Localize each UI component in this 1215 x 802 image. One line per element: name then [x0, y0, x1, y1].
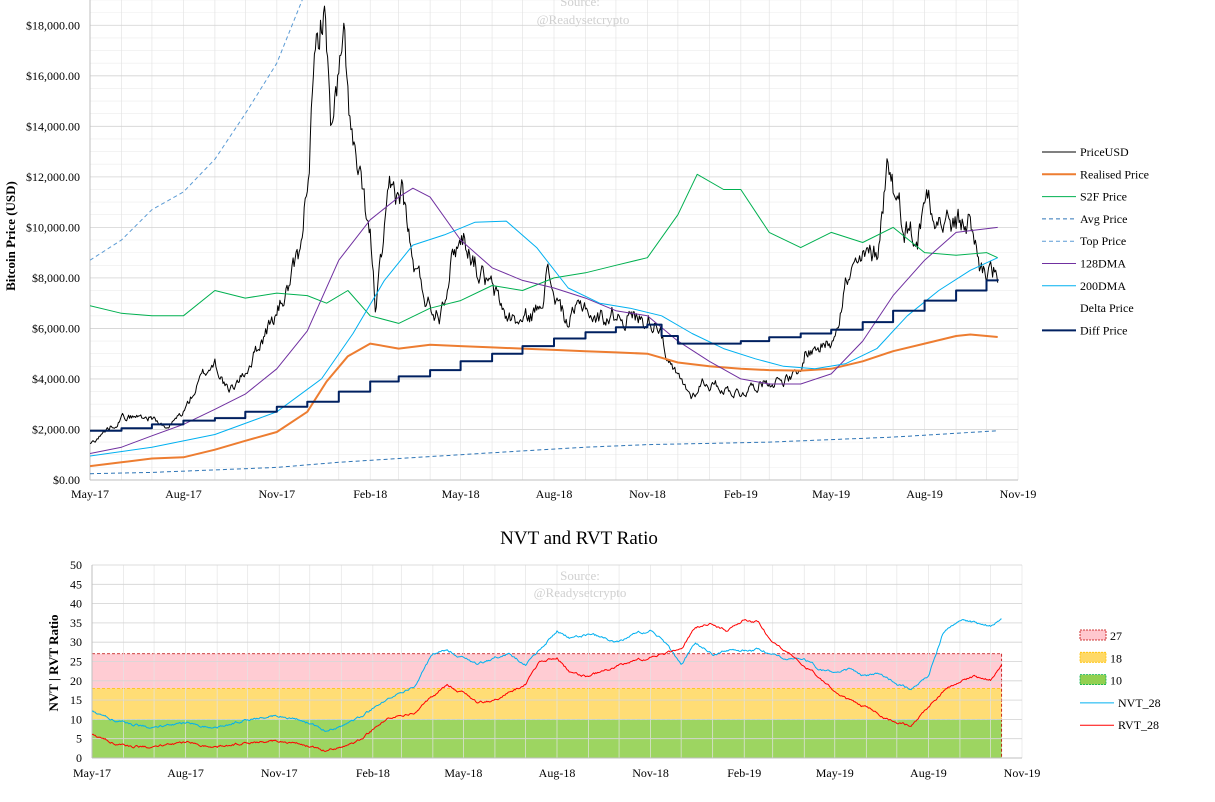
x-tick-label: Aug-17	[167, 766, 204, 780]
y-tick-label: 50	[70, 558, 82, 572]
price-chart: Source: @Readysetcrypto $0.00 $2,000.00 $4…	[3, 0, 1149, 501]
series-line-s2f-price	[90, 173, 998, 324]
y-tick-label: 30	[70, 635, 82, 649]
y-tick-label: 20	[70, 674, 82, 688]
x-tick-label: Nov-17	[261, 766, 298, 780]
y-tick-label: $6,000.00	[32, 321, 80, 335]
legend-label-rvt-28: RVT_28	[1118, 718, 1159, 732]
band-27	[92, 653, 1002, 689]
nvt-gridlines	[91, 564, 1023, 759]
band-18	[92, 688, 1002, 720]
nvt-watermark-line1: Source:	[560, 568, 600, 583]
y-tick-label: $8,000.00	[32, 271, 80, 285]
x-tick-label: Nov-18	[629, 487, 666, 501]
series-line-128dma	[90, 187, 998, 454]
x-tick-label: Feb-19	[727, 766, 761, 780]
legend-label-diff-price: Diff Price	[1080, 323, 1127, 337]
x-tick-label: Aug-19	[910, 766, 947, 780]
x-tick-label: May-19	[812, 487, 850, 501]
price-x-tick-labels: May-17 Aug-17 Nov-17 Feb-18 May-18 Aug-18 Nov-…	[71, 487, 1036, 501]
price-legend: PriceUSD Realised Price S2F Price Avg Price…	[1042, 145, 1149, 337]
nvt-chart-title: NVT and RVT Ratio	[500, 528, 658, 549]
series-line-200dma	[90, 220, 998, 457]
series-line-rvt-28	[92, 619, 1002, 752]
x-tick-label: Aug-19	[906, 487, 943, 501]
x-tick-label: Feb-18	[353, 487, 387, 501]
x-tick-label: Feb-19	[724, 487, 758, 501]
series-line-realised-price	[90, 333, 998, 468]
nvt-watermark: Source: @Readysetcrypto	[534, 568, 627, 600]
y-tick-label: $14,000.00	[26, 119, 80, 133]
x-tick-label: Aug-17	[165, 487, 202, 501]
series-line-priceusd	[90, 5, 999, 445]
legend-label-top-price: Top Price	[1080, 234, 1126, 248]
y-tick-label: 10	[70, 712, 82, 726]
legend-label-10: 10	[1110, 674, 1122, 688]
y-tick-label: $4,000.00	[32, 372, 80, 386]
x-tick-label: May-17	[71, 487, 109, 501]
x-tick-label: Nov-19	[1000, 487, 1037, 501]
y-tick-label: $10,000.00	[26, 220, 80, 234]
series-line-avg-price	[90, 430, 998, 475]
y-tick-label: 40	[70, 597, 82, 611]
y-tick-label: 15	[70, 693, 82, 707]
series-line-diff-price	[90, 279, 999, 432]
x-tick-label: Nov-19	[1004, 766, 1041, 780]
y-tick-label: $0.00	[53, 473, 80, 487]
series-line-nvt-28	[92, 618, 1002, 732]
nvt-chart: NVT and RVT Ratio Source: @Readysetcrypt…	[46, 528, 1161, 780]
x-tick-label: Nov-17	[258, 487, 295, 501]
x-tick-label: May-17	[73, 766, 111, 780]
price-watermark-line1: Source:	[560, 0, 600, 9]
x-tick-label: Nov-18	[632, 766, 669, 780]
nvt-legend: 27 18 10 NVT_28 RVT_28	[1079, 629, 1161, 732]
legend-swatch-10	[1079, 674, 1107, 685]
x-tick-label: Aug-18	[539, 766, 576, 780]
legend-label-27: 27	[1110, 629, 1122, 643]
y-tick-label: $18,000.00	[26, 18, 80, 32]
series-line-top-price	[90, 0, 303, 261]
legend-label-nvt-28: NVT_28	[1118, 696, 1161, 710]
legend-label-200dma: 200DMA	[1080, 279, 1126, 293]
nvt-y-tick-labels: 0 5 10 15 20 25 30 35 40 45 50	[70, 558, 82, 765]
nvt-watermark-line2: @Readysetcrypto	[534, 585, 627, 600]
y-tick-label: 5	[76, 732, 82, 746]
y-tick-label: 25	[70, 655, 82, 669]
legend-label-realised-price: Realised Price	[1080, 167, 1149, 181]
legend-label-s2f-price: S2F Price	[1080, 190, 1127, 204]
price-watermark: Source: @Readysetcrypto	[537, 0, 630, 27]
legend-label-18: 18	[1110, 651, 1122, 665]
price-y-axis-label: Bitcoin Price (USD)	[3, 181, 18, 291]
legend-swatch-18	[1079, 651, 1107, 663]
y-tick-label: 45	[70, 577, 82, 591]
x-tick-label: May-18	[444, 766, 482, 780]
price-series	[90, 0, 999, 475]
y-tick-label: 0	[76, 751, 82, 765]
y-tick-label: $16,000.00	[26, 69, 80, 83]
nvt-y-axis-label: NVT | RVT Ratio	[46, 615, 61, 712]
y-tick-label: $12,000.00	[26, 170, 80, 184]
nvt-x-tick-labels: May-17 Aug-17 Nov-17 Feb-18 May-18 Aug-18 Nov-…	[73, 766, 1040, 780]
x-tick-label: May-18	[442, 487, 480, 501]
legend-label-avg-price: Avg Price	[1080, 212, 1127, 226]
y-tick-label: $2,000.00	[32, 422, 80, 436]
nvt-series	[92, 618, 1002, 752]
x-tick-label: Aug-18	[536, 487, 573, 501]
legend-swatch-27	[1079, 629, 1107, 641]
x-tick-label: May-19	[816, 766, 854, 780]
price-y-tick-labels: $0.00 $2,000.00 $4,000.00 $6,000.00 $8,000.0…	[26, 18, 80, 487]
x-tick-label: Feb-18	[356, 766, 390, 780]
legend-label-priceusd: PriceUSD	[1080, 145, 1129, 159]
legend-label-128dma: 128DMA	[1080, 257, 1126, 271]
price-gridlines	[89, 0, 1019, 481]
legend-label-delta-price: Delta Price	[1080, 301, 1134, 315]
y-tick-label: 35	[70, 616, 82, 630]
price-watermark-line2: @Readysetcrypto	[537, 12, 630, 27]
